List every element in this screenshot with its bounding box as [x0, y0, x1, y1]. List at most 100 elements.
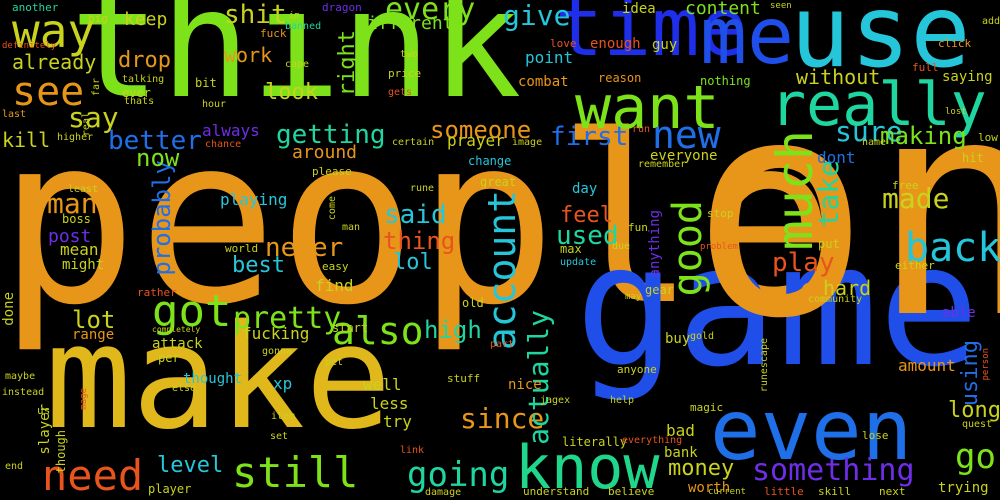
word-damage: damage [425, 487, 462, 498]
word-end: end [5, 461, 24, 472]
word-maybe: maybe [5, 371, 36, 382]
word-made: made [882, 182, 950, 215]
word-start: start [332, 321, 369, 335]
word-current: current [708, 487, 746, 497]
word-run: run [632, 124, 651, 135]
word-guy: guy [652, 37, 678, 53]
word-max: max [560, 242, 582, 256]
word-trying: trying [938, 480, 989, 496]
word-instead: instead [2, 387, 45, 398]
word-runescape: runescape [759, 338, 770, 393]
word-every: every [385, 0, 476, 27]
word-player: player [148, 482, 192, 496]
word-price: price [388, 67, 422, 80]
word-literally: literally [562, 435, 628, 449]
word-update: update [560, 257, 597, 268]
word-love: love [550, 37, 577, 50]
word-got: got [152, 286, 232, 337]
word-making: making [880, 122, 967, 150]
word-people: people [0, 86, 837, 356]
word-per: per [158, 351, 180, 365]
word-lost: lost [945, 107, 967, 117]
word-another: another [12, 1, 59, 14]
word-make: make [45, 293, 392, 461]
word-lot: lot [72, 306, 116, 334]
word-go: go [955, 437, 996, 477]
word-time: time [555, 0, 748, 74]
word-day: day [572, 181, 598, 197]
word-fuck: fuck [260, 27, 287, 40]
word-work: work [224, 43, 273, 67]
word-want: want [575, 73, 720, 143]
word-xp: xp [273, 374, 293, 393]
word-new: new [652, 113, 721, 157]
word-buy: buy [665, 331, 691, 347]
word-pretty: pretty [233, 301, 342, 336]
word-probably: probably [148, 160, 176, 276]
word-without: without [796, 65, 881, 89]
word-either: either [895, 259, 935, 272]
word-two: two [400, 49, 419, 60]
word-worth: worth [688, 480, 731, 496]
word-change: change [468, 154, 512, 168]
word-stuff: stuff [447, 372, 481, 385]
word-talking: talking [122, 74, 165, 85]
word-saying: saying [942, 69, 993, 85]
word-done: done [1, 292, 17, 326]
word-click: click [938, 37, 972, 50]
word-little: little [764, 485, 804, 498]
word-boss: boss [62, 212, 91, 226]
word-never: never [265, 233, 344, 263]
word-able: able [942, 305, 976, 321]
word-range: range [72, 327, 115, 343]
word-anyone: anyone [617, 363, 657, 376]
word-rather: rather [137, 286, 177, 299]
word-chance: chance [205, 139, 242, 150]
word-hard: hard [823, 276, 872, 300]
word-image: image [512, 137, 543, 148]
word-combat: combat [518, 74, 569, 90]
word-point: point [525, 48, 574, 67]
word-say: say [68, 101, 119, 134]
word-anything: anything [647, 210, 663, 278]
word-thought: thought [183, 371, 243, 387]
word-hit: hit [962, 151, 984, 165]
word-idea: idea [622, 1, 656, 17]
word-less: less [370, 394, 409, 413]
word-said: said [384, 200, 447, 230]
word-gear: gear [645, 283, 674, 297]
word-lose: lose [862, 429, 889, 442]
word-well: well [363, 375, 402, 394]
word-pet: pet [325, 357, 344, 368]
word-first: first [550, 122, 629, 152]
word-set: set [270, 431, 289, 442]
word-put: put [818, 237, 840, 251]
word-hour: hour [202, 99, 227, 110]
word-me: me [700, 0, 794, 82]
word-add: add [982, 16, 1000, 27]
word-try: try [383, 412, 412, 431]
word-man: man [342, 222, 361, 233]
word-please: please [312, 165, 352, 178]
word-also: also [332, 309, 424, 353]
word-really: really [770, 70, 987, 140]
word-kill: kill [2, 128, 51, 152]
word-dragon: dragon [322, 1, 362, 14]
word-used: used [556, 221, 619, 251]
word-everyone: everyone [650, 148, 718, 164]
word-think: think [70, 0, 522, 132]
word-least: least [68, 184, 99, 195]
word-feel: feel [560, 203, 613, 228]
word-using: using [958, 340, 983, 407]
word-sure: sure [835, 115, 903, 148]
word-back: back [905, 225, 1000, 271]
word-old: old [462, 296, 484, 310]
word-shit: shit [224, 0, 287, 30]
word-nice: nice [508, 377, 542, 393]
word-thats: thats [124, 96, 155, 107]
word-always: always [202, 121, 260, 140]
word-last: last [2, 109, 27, 120]
word-certain: certain [392, 137, 435, 148]
word-everything: everything [622, 435, 683, 446]
word-level: level [157, 453, 224, 478]
